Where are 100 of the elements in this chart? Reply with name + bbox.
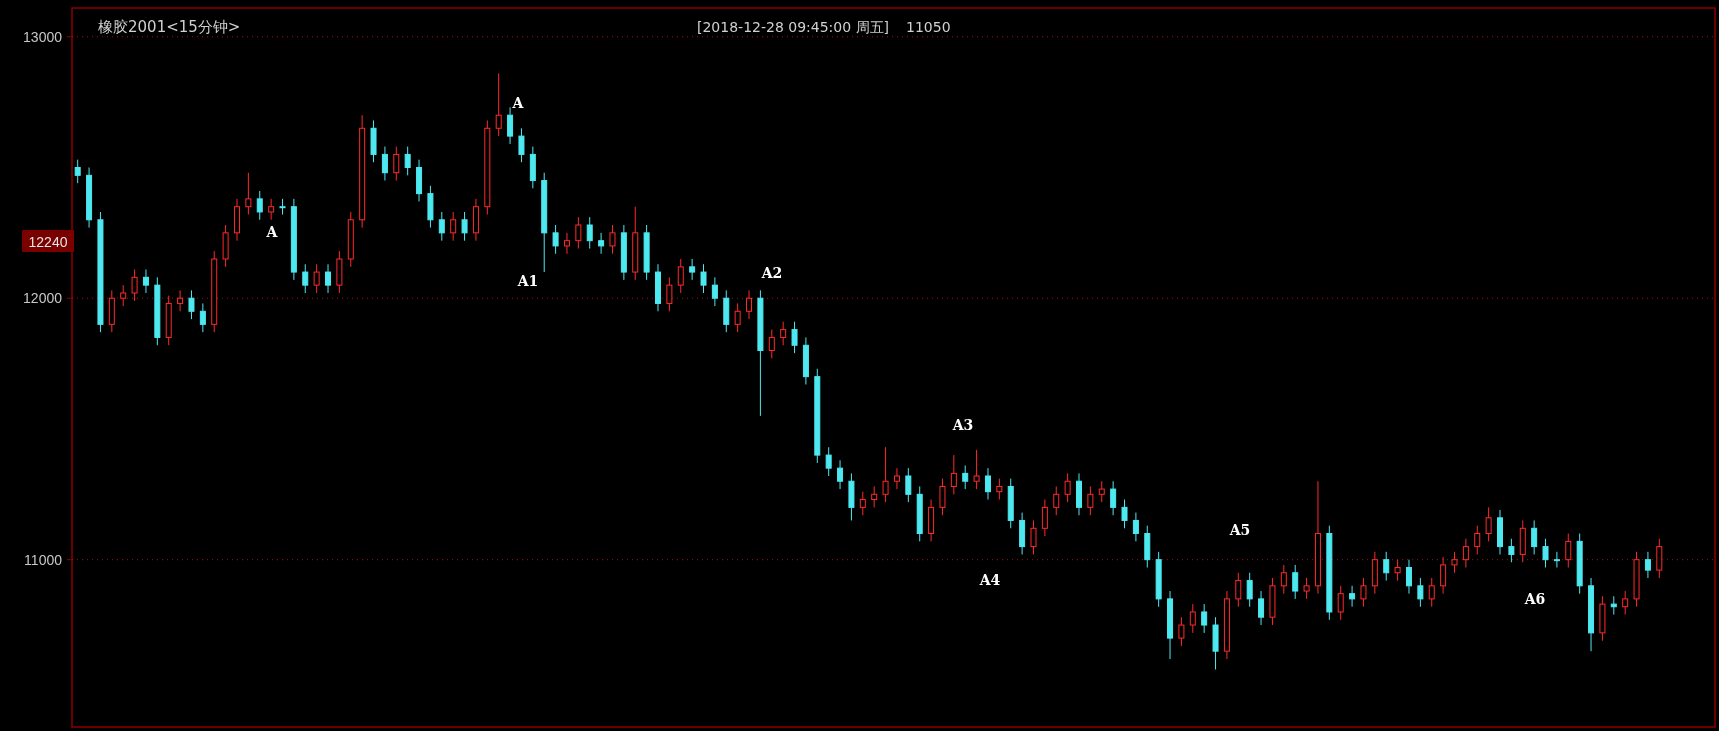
candlestick [302,263,309,294]
annotation: A1 [516,273,539,289]
candlestick [768,329,775,359]
annotation: A3 [951,417,974,433]
candlestick [507,106,514,145]
candlestick [575,216,582,250]
candlestick [1087,485,1094,516]
candlestick [1440,556,1447,595]
candlestick [859,491,866,516]
candlestick [404,146,411,176]
candlestick [1405,559,1412,595]
candlestick [871,485,878,508]
candlestick [1132,512,1139,542]
candlestick [1462,538,1469,569]
candlestick [598,232,605,255]
candlestick [1360,577,1367,608]
candlestick [666,276,673,312]
candlestick [563,232,570,255]
candlestick [1474,525,1481,555]
text: [2018-12-28 09:45:00 周五] [697,19,890,35]
y-tick-label: 13000 [23,28,63,45]
candlestick [1394,559,1401,582]
candlestick [893,467,900,490]
annotation: 11050 [906,19,951,35]
candlestick [586,216,593,250]
annotation: A5 [1228,522,1251,538]
candlestick [1337,585,1344,621]
candlestick [1064,472,1071,503]
text: 橡胶2001<15分钟> [98,18,241,36]
candlestick [199,302,206,333]
candlestick [1417,577,1424,608]
y-tick-label: 11000 [24,551,63,568]
candlestick [1349,585,1356,608]
candlestick [1656,538,1663,579]
candlestick [780,321,787,346]
candlestick [1565,533,1572,569]
candlestick [1121,499,1128,529]
candlestick [1098,480,1105,503]
candlestick [825,446,832,477]
candlestick [1622,590,1629,616]
candlestick [1258,590,1265,626]
candlestick [1053,485,1060,516]
candlestick [1644,551,1651,579]
candlestick [1303,577,1310,600]
candlestick [256,190,263,221]
candlestick [177,289,184,312]
candlestick [325,263,332,294]
candlestick [120,284,127,307]
candlestick [1235,572,1242,608]
candlestick [1292,564,1299,600]
candlestick [882,446,889,503]
candlestick [381,146,388,182]
candlestick [837,459,844,490]
candlestick [734,302,741,333]
candlestick [1041,499,1048,537]
candlestick [1030,519,1037,555]
candlestick [1610,595,1617,616]
candlestick [142,268,149,294]
candlestick [1246,572,1253,608]
candlestick [1110,480,1117,516]
candlestick [939,478,946,516]
candlestick [450,211,457,242]
candlestick [689,258,696,281]
candlestick [268,198,275,221]
candlestick [711,276,718,307]
text: 12240 [28,234,68,250]
candlestick [996,478,1003,501]
candlestick [1553,551,1560,569]
candlestick [1383,551,1390,582]
candlestick [461,211,468,242]
candlestick [677,258,684,294]
candlestick [552,224,559,255]
candlestick [791,321,798,354]
candlestick [700,263,707,294]
candlestick [1189,603,1196,634]
annotation: A4 [978,572,1001,588]
candlestick [1428,577,1435,608]
candlestick [131,268,138,302]
candlestick [1201,603,1208,634]
candlestick [313,263,320,294]
candlestick [188,289,195,320]
candlestick [1508,538,1515,563]
candlestick [905,467,912,503]
annotation: A6 [1523,591,1546,607]
candlestick [984,467,991,501]
candlestick [973,449,980,490]
candlestick [518,127,525,163]
candlestick [1178,616,1185,647]
candlestick [1531,519,1538,555]
candlestick [746,289,753,320]
y-tick-label: 12000 [23,290,63,307]
candlestick [438,211,445,242]
candlestick [495,72,502,137]
candlestick [609,224,616,255]
candlestick [1485,506,1492,542]
candlestick [393,146,400,182]
candlestick [1451,551,1458,574]
annotation: A [265,224,279,240]
candlestick [245,172,252,216]
annotation: A [511,95,525,111]
